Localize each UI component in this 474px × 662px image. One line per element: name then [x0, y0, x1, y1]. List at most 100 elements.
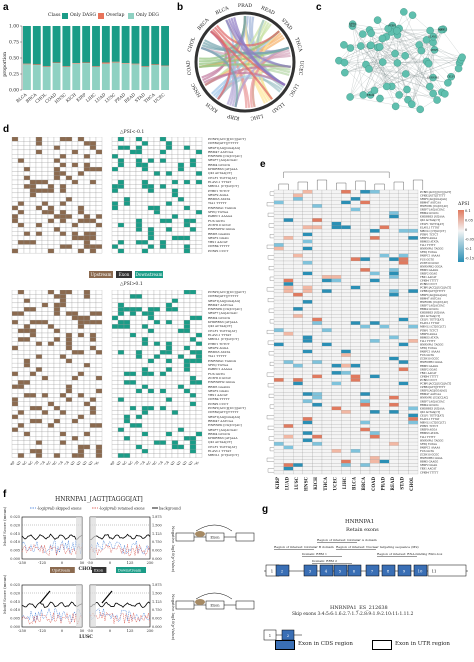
heatmap-cell	[273, 197, 284, 201]
grid-cell	[11, 358, 19, 364]
grid-cell	[177, 162, 185, 168]
heatmap-cell	[398, 402, 409, 407]
grid-cell	[11, 440, 19, 445]
grid-cell	[41, 440, 49, 445]
grid-cell	[83, 436, 91, 441]
grid-cell	[47, 324, 55, 329]
grid-cell	[189, 427, 197, 433]
grid-cell	[177, 248, 185, 254]
legend-swatch-dasg	[62, 13, 68, 19]
row-dendrogram	[268, 351, 274, 356]
grid-cell	[59, 179, 67, 185]
right-tick-label: 0.750	[152, 608, 162, 612]
heatmap-cell	[350, 239, 361, 244]
heatmap-cell	[331, 214, 342, 219]
grid-cell	[153, 337, 161, 342]
grid-cell	[165, 367, 173, 372]
grid-cell	[159, 324, 167, 329]
y-axis-label: Motif Score (mean)	[2, 574, 7, 614]
heatmap-cell	[283, 466, 294, 471]
grid-cell	[53, 184, 61, 189]
grid-cell	[135, 294, 143, 299]
grid-cell	[23, 302, 31, 308]
heatmap-cell	[379, 328, 390, 333]
grid-cell	[65, 440, 73, 445]
grid-cell	[123, 448, 131, 454]
grid-cell	[183, 307, 191, 312]
grid-cell	[89, 354, 97, 359]
grid-cell	[195, 418, 203, 424]
heatmap-cell	[389, 410, 399, 414]
grid-cell	[83, 231, 91, 237]
heatmap-cell	[408, 193, 419, 198]
grid-cell	[23, 166, 31, 172]
grid-cell	[177, 158, 185, 163]
grid-cell	[53, 401, 61, 407]
grid-cell	[23, 414, 31, 420]
grid-cell	[83, 179, 91, 185]
grid-cell	[117, 405, 125, 411]
grid-cell	[35, 324, 43, 329]
motif-label: HNRNPH2 GGGA	[208, 227, 235, 232]
heatmap-cell	[331, 197, 342, 201]
grid-cell	[77, 307, 85, 312]
skip-series	[89, 539, 151, 555]
grid-cell	[165, 290, 173, 295]
grid-cell	[171, 332, 179, 338]
heatmap-cell	[350, 363, 361, 368]
heatmap-cell	[398, 299, 409, 304]
heatmap-cell	[369, 275, 380, 279]
grid-cell	[183, 298, 191, 304]
heatmap-cell	[408, 331, 419, 336]
grid-cell	[29, 307, 37, 312]
grid-cell	[117, 311, 125, 316]
heatmap-cell	[273, 282, 284, 286]
dendrogram-branch	[283, 171, 390, 178]
heatmap-cell	[408, 378, 419, 382]
grid-cell	[11, 188, 19, 194]
grid-cell	[17, 179, 25, 185]
heatmap-cell	[321, 197, 332, 201]
heatmap-row-label: QKI ACTAA[CT]	[420, 411, 440, 414]
heatmap-cell	[312, 410, 323, 414]
heatmap-cell	[398, 452, 409, 457]
grid-cell	[65, 209, 73, 215]
motif-label: PCBP2 CCCT	[208, 248, 229, 253]
grid-cell	[177, 141, 185, 146]
grid-cell	[11, 345, 19, 351]
heatmap-cell	[408, 221, 419, 226]
grid-cell	[35, 149, 43, 155]
heatmap-cell	[408, 417, 419, 421]
motif-label: RBM5 GAAGG	[208, 231, 230, 236]
heatmap-cell	[398, 275, 409, 279]
grid-cell	[135, 205, 143, 211]
heatmap-cell	[331, 303, 342, 308]
grid-cell	[171, 222, 179, 228]
heatmap-cell	[293, 417, 303, 421]
heatmap-cell	[321, 275, 332, 279]
heatmap-cell	[302, 413, 313, 418]
grid-cell	[41, 227, 49, 232]
grid-cell	[147, 298, 155, 304]
network-edge	[379, 46, 434, 94]
grid-cell	[111, 375, 119, 381]
grid-cell	[189, 367, 197, 372]
grid-cell	[23, 358, 31, 364]
grid-cell	[165, 384, 173, 390]
heatmap-row-label: RBM5 GAAGG	[420, 461, 438, 464]
heatmap-cell	[379, 214, 390, 219]
heatmap-cell	[341, 218, 351, 223]
heatmap-cell	[369, 193, 380, 198]
heatmap-cell	[312, 189, 323, 194]
grid-cell	[177, 201, 185, 206]
grid-cell	[41, 345, 49, 351]
grid-cell	[89, 184, 97, 189]
heatmap-cell	[369, 228, 380, 233]
grid-cell	[89, 149, 97, 155]
grid-cell	[159, 427, 167, 433]
grid-cell	[65, 154, 73, 159]
grid-cell	[95, 341, 103, 347]
heatmap-cell	[302, 285, 313, 290]
heatmap-cell	[350, 441, 361, 446]
heatmap-cell	[341, 278, 351, 283]
